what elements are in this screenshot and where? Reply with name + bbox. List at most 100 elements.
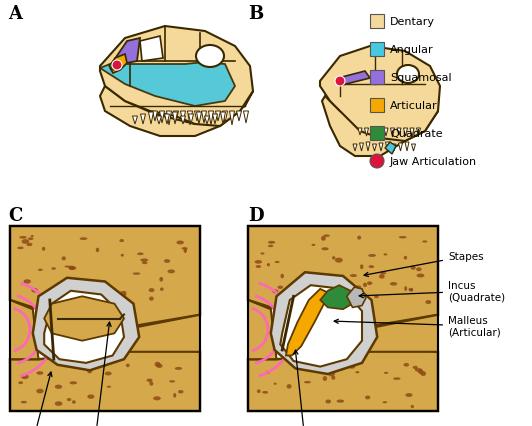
Ellipse shape: [36, 389, 44, 394]
Ellipse shape: [55, 385, 62, 389]
Ellipse shape: [411, 405, 414, 408]
Text: Stapes: Stapes: [364, 251, 484, 277]
Ellipse shape: [68, 266, 74, 270]
Ellipse shape: [83, 284, 89, 287]
Ellipse shape: [273, 383, 277, 385]
Ellipse shape: [169, 380, 175, 383]
Polygon shape: [403, 129, 408, 137]
Ellipse shape: [22, 239, 29, 244]
Ellipse shape: [304, 381, 311, 383]
Ellipse shape: [23, 279, 31, 284]
Polygon shape: [271, 273, 377, 374]
Bar: [370, 43, 384, 57]
Polygon shape: [386, 143, 389, 152]
Polygon shape: [244, 112, 248, 124]
Ellipse shape: [256, 265, 261, 268]
Ellipse shape: [417, 274, 425, 278]
Ellipse shape: [409, 288, 413, 292]
Ellipse shape: [331, 376, 335, 380]
Polygon shape: [10, 300, 38, 360]
Bar: [370, 15, 384, 29]
Ellipse shape: [140, 259, 148, 262]
Ellipse shape: [355, 286, 361, 289]
Ellipse shape: [321, 248, 329, 251]
Ellipse shape: [18, 381, 23, 384]
Ellipse shape: [184, 249, 187, 253]
Ellipse shape: [175, 367, 182, 370]
Polygon shape: [220, 113, 226, 125]
Ellipse shape: [265, 371, 270, 374]
Polygon shape: [44, 291, 124, 363]
Ellipse shape: [147, 379, 153, 382]
Ellipse shape: [363, 283, 367, 288]
Polygon shape: [362, 315, 438, 352]
Polygon shape: [100, 63, 235, 107]
Ellipse shape: [38, 269, 43, 271]
Polygon shape: [140, 37, 163, 62]
Ellipse shape: [312, 244, 315, 246]
Ellipse shape: [119, 239, 124, 242]
Ellipse shape: [255, 260, 262, 264]
Ellipse shape: [44, 292, 48, 294]
Text: Dentary: Dentary: [390, 17, 435, 27]
Polygon shape: [10, 345, 200, 411]
Ellipse shape: [418, 369, 423, 374]
Ellipse shape: [404, 287, 407, 291]
Polygon shape: [160, 112, 164, 124]
Ellipse shape: [21, 401, 27, 403]
Ellipse shape: [31, 235, 34, 238]
Ellipse shape: [321, 236, 326, 241]
Polygon shape: [384, 129, 388, 137]
Polygon shape: [172, 113, 178, 125]
Bar: [370, 71, 384, 85]
Polygon shape: [385, 143, 396, 155]
Ellipse shape: [149, 297, 154, 301]
Text: Incus
(Quadrate): Incus (Quadrate): [359, 281, 505, 302]
Ellipse shape: [67, 398, 71, 401]
Ellipse shape: [164, 259, 170, 263]
Ellipse shape: [262, 391, 268, 394]
Ellipse shape: [168, 270, 175, 273]
Ellipse shape: [28, 238, 34, 241]
Polygon shape: [33, 278, 139, 371]
Ellipse shape: [335, 258, 343, 263]
Polygon shape: [164, 115, 170, 125]
Ellipse shape: [37, 371, 44, 375]
Text: A: A: [8, 5, 22, 23]
Ellipse shape: [365, 396, 370, 400]
Bar: [243, 216, 483, 426]
Polygon shape: [180, 112, 186, 124]
Polygon shape: [140, 115, 145, 125]
Ellipse shape: [278, 286, 283, 289]
Polygon shape: [173, 112, 179, 122]
Polygon shape: [148, 113, 154, 125]
Ellipse shape: [304, 284, 312, 288]
Polygon shape: [392, 145, 396, 152]
Ellipse shape: [268, 245, 273, 248]
Ellipse shape: [367, 282, 372, 285]
Polygon shape: [209, 112, 213, 126]
Ellipse shape: [280, 274, 284, 279]
Ellipse shape: [328, 371, 335, 377]
Ellipse shape: [404, 256, 407, 260]
Polygon shape: [405, 143, 409, 152]
Ellipse shape: [148, 288, 154, 293]
Ellipse shape: [68, 296, 75, 299]
Polygon shape: [124, 315, 200, 352]
Ellipse shape: [360, 265, 363, 270]
Ellipse shape: [426, 300, 431, 304]
Ellipse shape: [62, 257, 66, 261]
Polygon shape: [196, 113, 202, 125]
Ellipse shape: [399, 236, 406, 239]
Ellipse shape: [350, 274, 357, 277]
Ellipse shape: [64, 266, 71, 268]
Ellipse shape: [368, 254, 376, 257]
Ellipse shape: [403, 363, 409, 367]
Ellipse shape: [107, 386, 111, 388]
Ellipse shape: [289, 288, 297, 293]
Ellipse shape: [80, 238, 87, 240]
Polygon shape: [132, 117, 137, 125]
Ellipse shape: [31, 288, 38, 293]
Polygon shape: [167, 112, 171, 126]
Ellipse shape: [287, 384, 292, 389]
